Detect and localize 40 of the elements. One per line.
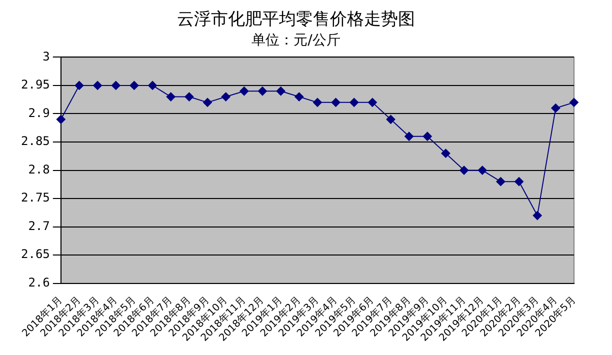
point [221,92,230,102]
point [368,98,377,107]
point [166,92,176,102]
point [532,211,542,220]
point [111,80,120,90]
y-tick-label: 2.75 [20,190,50,205]
point [551,104,560,113]
chart-title: 云浮市化肥平均零售价格走势图 [177,10,415,30]
point [478,166,487,175]
point [240,86,249,96]
point [148,80,158,90]
point [130,80,139,90]
point [422,132,432,141]
point [312,98,322,107]
point [294,92,304,102]
point [460,166,469,175]
point [93,80,102,90]
point [56,114,66,124]
y-tick-label: 2.6 [28,276,50,290]
point [203,98,212,107]
y-tick-label: 2.85 [20,134,50,148]
point [74,80,84,90]
point [258,86,267,96]
point [404,132,414,141]
point [570,98,578,107]
y-tick-label: 2.9 [28,106,50,120]
point [496,177,506,186]
y-tick-label: 2.65 [20,247,50,262]
point [276,86,286,96]
point [331,98,340,107]
point [514,177,524,186]
y-tick-label: 2.8 [28,162,50,176]
y-tick-label: 2.7 [28,218,50,233]
point [184,92,194,102]
y-tick-label: 2.95 [20,78,50,92]
point [350,98,359,107]
y-tick-label: 3 [42,49,50,64]
point [386,114,396,124]
point [441,148,450,158]
chart-subtitle: 单位：元/公斤 [252,32,340,48]
